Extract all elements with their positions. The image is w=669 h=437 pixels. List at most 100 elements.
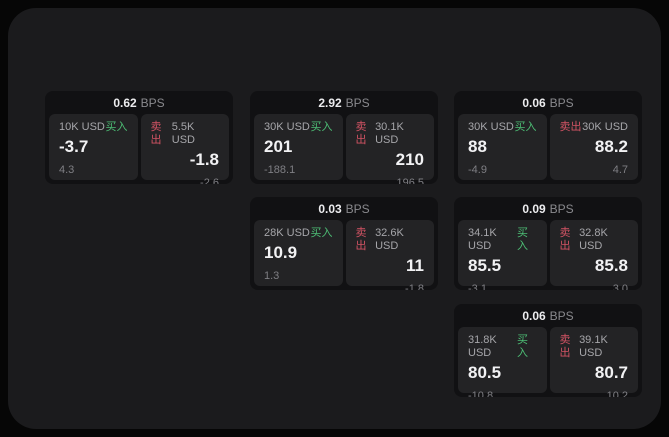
bps-header: 0.09 BPS: [454, 197, 642, 218]
sell-price: 88.2: [594, 137, 628, 156]
sell-amount: 32.8K USD: [579, 227, 608, 252]
sell-delta: -2.6: [200, 177, 219, 184]
sell-amount: 30.1K USD: [375, 121, 404, 146]
bps-unit-label: BPS: [549, 95, 574, 110]
sell-panel-header: 卖出 30.1K USD: [356, 121, 425, 147]
buy-price: 80.5: [468, 363, 502, 382]
bps-unit-label: BPS: [345, 201, 370, 216]
bps-unit-label: BPS: [549, 308, 574, 323]
buy-delta: -188.1: [264, 164, 296, 176]
sell-panel[interactable]: 卖出 32.8K USD 85.8 3.0: [549, 220, 638, 290]
buy-amount: 30K USD: [468, 121, 514, 133]
quote-panels: 31.8K USD 买入 80.5 -10.8 卖出 39.1K USD 80.…: [454, 325, 642, 397]
buy-side-label: 买入: [516, 227, 528, 252]
bps-header: 0.03 BPS: [250, 197, 438, 218]
sell-side-label: 卖出: [355, 227, 367, 252]
buy-side-label: 买入: [514, 121, 537, 133]
sell-panel-header: 卖出 32.6K USD: [356, 227, 425, 253]
bps-unit-label: BPS: [549, 201, 574, 216]
quote-panels: 28K USD 买入 10.9 1.3 卖出 32.6K USD 11 -1.8: [250, 218, 438, 290]
buy-panel-header: 34.1K USD 买入: [468, 227, 537, 253]
buy-amount: 30K USD: [264, 121, 310, 133]
sell-panel-header: 卖出 39.1K USD: [560, 334, 629, 360]
buy-price: 10.9: [264, 243, 298, 262]
buy-amount: 31.8K USD: [468, 334, 497, 359]
sell-price: 210: [395, 150, 424, 169]
quote-panels: 34.1K USD 买入 85.5 -3.1 卖出 32.8K USD 85.8…: [454, 218, 642, 290]
sell-side-label: 卖出: [355, 121, 367, 146]
buy-panel[interactable]: 31.8K USD 买入 80.5 -10.8: [458, 327, 547, 397]
bps-header: 0.06 BPS: [454, 304, 642, 325]
sell-panel[interactable]: 卖出 30K USD 88.2 4.7: [549, 114, 638, 180]
quote-cards-grid: 0.62 BPS 10K USD 买入 -3.7 4.3 卖出 5.5K USD…: [8, 8, 661, 429]
buy-price: 88: [468, 137, 487, 156]
sell-price: 85.8: [594, 256, 628, 275]
buy-panel-header: 30K USD 买入: [264, 121, 333, 134]
quote-panels: 10K USD 买入 -3.7 4.3 卖出 5.5K USD -1.8 -2.…: [45, 112, 233, 184]
buy-side-label: 买入: [310, 121, 333, 133]
quote-panels: 30K USD 买入 201 -188.1 卖出 30.1K USD 210 1…: [250, 112, 438, 184]
buy-price: -3.7: [59, 137, 89, 156]
buy-delta: 1.3: [264, 270, 280, 282]
buy-amount: 28K USD: [264, 227, 310, 239]
sell-panel[interactable]: 卖出 39.1K USD 80.7 10.2: [549, 327, 638, 397]
bps-unit-label: BPS: [345, 95, 370, 110]
sell-panel[interactable]: 卖出 30.1K USD 210 196.5: [345, 114, 434, 184]
bps-value: 0.03: [318, 201, 342, 216]
bps-header: 2.92 BPS: [250, 91, 438, 112]
sell-amount: 5.5K USD: [171, 121, 195, 146]
sell-panel-header: 卖出 30K USD: [560, 121, 629, 134]
sell-delta: 3.0: [612, 283, 628, 290]
buy-panel[interactable]: 10K USD 买入 -3.7 4.3: [49, 114, 138, 180]
buy-panel-header: 28K USD 买入: [264, 227, 333, 240]
sell-side-label: 卖出: [559, 334, 571, 359]
sell-panel-header: 卖出 32.8K USD: [560, 227, 629, 253]
sell-side-label: 卖出: [150, 121, 162, 146]
sell-amount: 39.1K USD: [579, 334, 608, 359]
buy-delta: -10.8: [468, 390, 494, 397]
quote-card: 0.06 BPS 30K USD 买入 88 -4.9 卖出 30K USD 8…: [454, 91, 642, 184]
buy-amount: 34.1K USD: [468, 227, 497, 252]
buy-amount: 10K USD: [59, 121, 105, 133]
sell-delta: -1.8: [405, 283, 424, 290]
sell-side-label: 卖出: [559, 227, 571, 252]
buy-panel-header: 10K USD 买入: [59, 121, 128, 134]
bps-unit-label: BPS: [140, 95, 165, 110]
bps-value: 0.09: [522, 201, 546, 216]
sell-side-label: 卖出: [559, 121, 582, 133]
buy-side-label: 买入: [310, 227, 333, 239]
quote-card: 2.92 BPS 30K USD 买入 201 -188.1 卖出 30.1K …: [250, 91, 438, 184]
buy-panel[interactable]: 28K USD 买入 10.9 1.3: [254, 220, 343, 286]
buy-side-label: 买入: [105, 121, 128, 133]
quote-card: 0.62 BPS 10K USD 买入 -3.7 4.3 卖出 5.5K USD…: [45, 91, 233, 184]
bps-value: 2.92: [318, 95, 342, 110]
buy-panel-header: 30K USD 买入: [468, 121, 537, 134]
sell-price: 11: [406, 256, 424, 275]
bps-header: 0.62 BPS: [45, 91, 233, 112]
sell-delta: 10.2: [606, 390, 628, 397]
buy-price: 85.5: [468, 256, 502, 275]
bps-header: 0.06 BPS: [454, 91, 642, 112]
quote-card: 0.06 BPS 31.8K USD 买入 80.5 -10.8 卖出 39.1…: [454, 304, 642, 397]
quote-card: 0.09 BPS 34.1K USD 买入 85.5 -3.1 卖出 32.8K…: [454, 197, 642, 290]
buy-panel[interactable]: 30K USD 买入 88 -4.9: [458, 114, 547, 180]
bps-value: 0.06: [522, 95, 546, 110]
buy-delta: -4.9: [468, 164, 487, 176]
sell-amount: 30K USD: [582, 121, 628, 133]
app-container: 0.62 BPS 10K USD 买入 -3.7 4.3 卖出 5.5K USD…: [8, 8, 661, 429]
sell-delta: 4.7: [612, 164, 628, 176]
sell-amount: 32.6K USD: [375, 227, 404, 252]
buy-price: 201: [264, 137, 293, 156]
bps-value: 0.06: [522, 308, 546, 323]
bps-value: 0.62: [113, 95, 137, 110]
buy-side-label: 买入: [516, 334, 528, 359]
sell-delta: 196.5: [396, 177, 424, 184]
buy-panel[interactable]: 30K USD 买入 201 -188.1: [254, 114, 343, 180]
quote-card: 0.03 BPS 28K USD 买入 10.9 1.3 卖出 32.6K US…: [250, 197, 438, 290]
buy-delta: -3.1: [468, 283, 487, 290]
sell-panel[interactable]: 卖出 5.5K USD -1.8 -2.6: [140, 114, 229, 184]
sell-panel[interactable]: 卖出 32.6K USD 11 -1.8: [345, 220, 434, 290]
buy-panel[interactable]: 34.1K USD 买入 85.5 -3.1: [458, 220, 547, 290]
buy-delta: 4.3: [59, 164, 75, 176]
sell-price: -1.8: [189, 150, 219, 169]
